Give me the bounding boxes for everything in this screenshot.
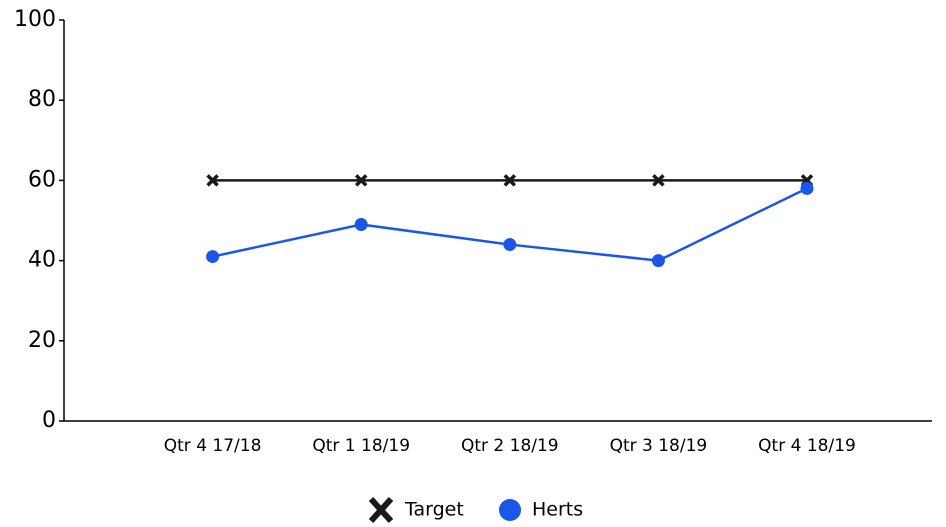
x-tick-label: Qtr 1 18/19 — [312, 436, 410, 456]
marker-x — [652, 174, 665, 187]
legend-marker — [368, 496, 394, 524]
marker-x — [503, 174, 517, 187]
marker-dot — [354, 218, 368, 232]
legend: Target Herts — [368, 496, 583, 524]
marker-dot — [503, 238, 517, 252]
legend-marker — [499, 499, 521, 521]
marker-dot — [206, 250, 220, 264]
x-tick-label: Qtr 2 18/19 — [461, 436, 559, 456]
y-tick-label: 0 — [42, 408, 56, 433]
legend-label: Target — [404, 499, 464, 521]
x-tick-label: Qtr 3 18/19 — [610, 436, 708, 456]
legend-label: Herts — [532, 499, 583, 521]
x-tick-label: Qtr 4 18/19 — [758, 436, 856, 456]
y-tick-label: 60 — [28, 167, 56, 192]
y-tick-label: 80 — [28, 87, 56, 112]
marker-dot — [800, 181, 814, 195]
y-tick-label: 100 — [14, 7, 56, 32]
marker-x — [206, 174, 219, 187]
marker-x — [354, 174, 368, 187]
marker-dot — [651, 254, 665, 268]
y-tick-label: 20 — [28, 328, 56, 353]
x-tick-label: Qtr 4 17/18 — [164, 436, 262, 456]
y-tick-label: 40 — [28, 248, 56, 273]
